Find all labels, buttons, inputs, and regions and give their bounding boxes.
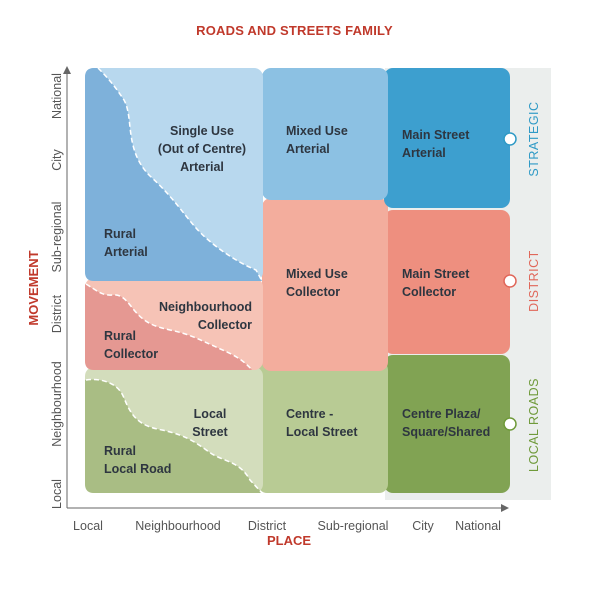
label-line: Main Street [402, 267, 470, 281]
label-line: Single Use [170, 124, 234, 138]
x-tick-national: National [455, 519, 501, 533]
label-line: Local [193, 407, 227, 421]
label-line: Street [192, 425, 228, 439]
label-line: Collector [197, 318, 252, 332]
label-main-street-collector: Main Street Collector [402, 265, 469, 301]
diagram-title: ROADS AND STREETS FAMILY [196, 23, 393, 38]
label-line: Centre - [286, 407, 334, 421]
label-line: Collector [402, 285, 457, 299]
x-axis-label: PLACE [266, 533, 312, 548]
label-line: Main Street [402, 128, 470, 142]
cell-rural-local-road [85, 379, 262, 493]
label-rural-collector: Rural Collector [104, 327, 158, 363]
cell-mixed-use-arterial [262, 68, 388, 200]
label-line: Local Road [104, 462, 172, 476]
x-tick-local: Local [73, 519, 103, 533]
label-line: Mixed Use [286, 267, 348, 281]
label-neighbourhood-collector: Neighbourhood Collector [150, 298, 252, 334]
label-line: Collector [286, 285, 341, 299]
cell-main-street-arterial [384, 68, 510, 208]
label-line: Centre Plaza/ [402, 407, 481, 421]
label-rural-local-road: Rural Local Road [104, 442, 171, 478]
x-tick-neighbourhood: Neighbourhood [135, 519, 221, 533]
label-line: Square/Shared [402, 425, 491, 439]
label-line: Arterial [180, 160, 224, 174]
label-line: Rural [104, 227, 136, 241]
band-label-local-roads: LOCAL ROADS [527, 378, 541, 472]
x-axis-arrowhead [501, 504, 509, 512]
diagram-graphic [63, 66, 551, 512]
label-local-street: Local Street [180, 405, 240, 441]
y-axis-arrowhead [63, 66, 71, 74]
cell-rural-arterial [85, 68, 262, 281]
cell-centre-local-street [258, 361, 388, 493]
label-main-street-arterial: Main Street Arterial [402, 126, 469, 162]
district-divider-dashed [85, 283, 253, 371]
label-line: Rural [104, 444, 136, 458]
roads-and-streets-diagram: ROADS AND STREETS FAMILY National City S… [26, 23, 551, 548]
label-line: Arterial [104, 245, 148, 259]
label-mixed-use-arterial: Mixed Use Arterial [286, 122, 348, 158]
cell-main-street-collector [384, 210, 510, 354]
label-centre-local-street: Centre - Local Street [286, 405, 358, 441]
label-line: (Out of Centre) [157, 142, 247, 156]
label-line: Neighbourhood [158, 300, 252, 314]
x-tick-district: District [247, 519, 287, 533]
local-connector-circle [503, 417, 517, 431]
y-tick-local: Local [50, 479, 64, 509]
strategic-connector-circle [503, 132, 517, 146]
label-mixed-use-collector: Mixed Use Collector [286, 265, 348, 301]
district-connector-circle [503, 274, 517, 288]
x-tick-sub-regional: Sub-regional [317, 519, 389, 533]
local-divider-dashed [85, 378, 263, 494]
label-single-use-arterial: Single Use (Out of Centre) Arterial [142, 122, 262, 176]
label-centre-plaza: Centre Plaza/ Square/Shared [402, 405, 490, 441]
cell-centre-plaza [384, 355, 510, 493]
label-rural-arterial: Rural Arterial [104, 225, 148, 261]
cell-mixed-use-collector [262, 198, 388, 371]
label-line: Local Street [286, 425, 358, 439]
label-line: Collector [104, 347, 159, 361]
cell-rural-collector [85, 284, 252, 370]
y-axis-label: MOVEMENT [26, 250, 41, 326]
x-tick-city: City [412, 519, 434, 533]
label-line: Arterial [286, 142, 330, 156]
label-line: Rural [104, 329, 136, 343]
label-line: Arterial [402, 146, 446, 160]
label-line: Mixed Use [286, 124, 348, 138]
strategic-divider-dashed [97, 67, 263, 282]
